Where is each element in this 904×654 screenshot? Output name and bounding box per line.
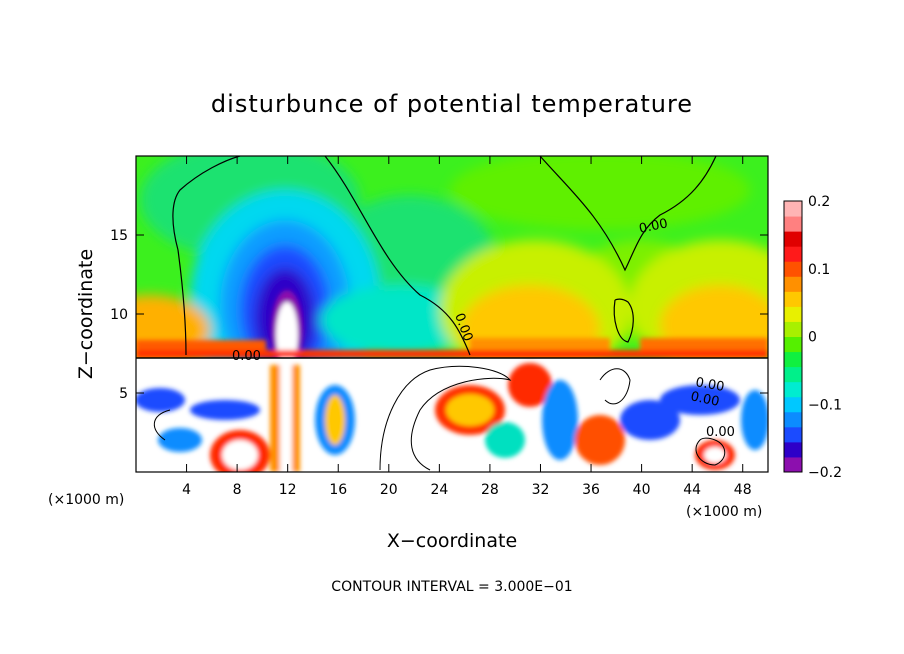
colorbar-frame [783,200,803,473]
colorbar-swatch [784,441,802,458]
zero-contours [172,156,717,356]
contour-label: 0.00 [638,216,669,237]
colorbar-label: 0.2 [808,194,830,210]
upper-field-detail [136,290,768,370]
y-axis: 5 10 15 [110,228,768,402]
plot-area: 0.00 0.00 0.00 0.00 0.00 0.00 [136,156,768,472]
y-tick-label: 5 [119,386,128,402]
colorbar-swatch [784,321,802,337]
colorbar-swatch [784,366,802,383]
colorbar-swatch [784,231,802,247]
colorbar-swatch [784,351,802,368]
x-tick-label: 20 [380,482,398,498]
colorbar-swatch [784,246,802,262]
colorbar-label: 0.1 [808,262,830,278]
colorbar-swatch [784,306,802,322]
x-tick-label: 48 [734,482,752,498]
colorbar-swatch [784,381,802,398]
colorbar [783,200,803,473]
x-unit-right: (×1000 m) [686,504,762,520]
colorbar-swatch [784,456,802,473]
x-tick-label: 32 [532,482,550,498]
colorbar-swatch [784,201,802,217]
contour-label: 0.00 [232,349,261,364]
y-tick-label: 15 [110,228,128,244]
x-tick-label: 40 [633,482,651,498]
x-tick-label: 8 [233,482,242,498]
x-tick-label: 16 [329,482,347,498]
colorbar-swatch [784,291,802,307]
contour-label: 0.00 [694,375,725,395]
colorbar-label: −0.1 [808,397,842,413]
colorbar-swatch [784,276,802,292]
contour-labels: 0.00 0.00 0.00 0.00 0.00 0.00 [232,216,735,440]
colorbar-label: 0 [808,330,817,346]
chart-title: disturbunce of potential temperature [211,90,693,118]
colorbar-labels: 0.2 0.1 0 −0.1 −0.2 [808,194,842,481]
colorbar-label: −0.2 [808,465,842,481]
x-axis: 4 8 12 16 20 24 28 32 36 40 44 48 [182,156,752,498]
colorbar-swatch [784,426,802,443]
x-tick-label: 24 [430,482,448,498]
contour-label: 0.00 [689,389,720,410]
x-tick-label: 4 [182,482,191,498]
colorbar-swatch [784,216,802,232]
lower-layer [136,358,768,472]
colorbar-swatch [784,261,802,277]
colorbar-swatch [784,411,802,428]
x-tick-label: 36 [582,482,600,498]
x-unit-left: (×1000 m) [48,492,124,508]
x-tick-label: 12 [279,482,297,498]
colorbar-swatch [784,396,802,413]
y-axis-label: Z−coordinate [75,249,97,379]
contour-label: 0.00 [706,425,735,440]
contour-interval-note: CONTOUR INTERVAL = 3.000E−01 [331,579,572,595]
x-tick-label: 28 [481,482,499,498]
x-tick-label: 44 [683,482,701,498]
y-tick-label: 10 [110,307,128,323]
colorbar-swatch [784,336,802,353]
x-axis-label: X−coordinate [387,530,517,552]
